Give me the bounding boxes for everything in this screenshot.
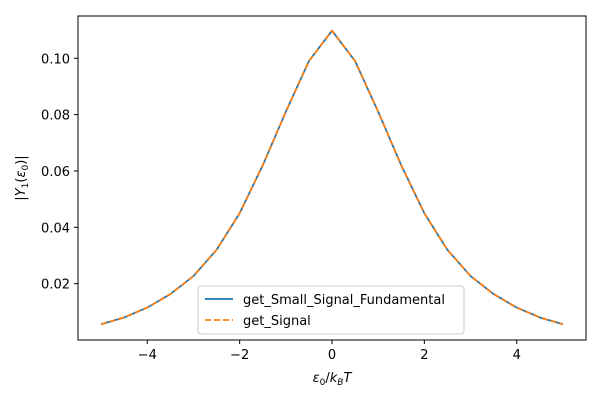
x-tick-label: 4 — [513, 348, 521, 363]
x-axis: −4 −2 0 2 4 — [138, 340, 521, 363]
legend: get_Small_Signal_Fundamental get_Signal — [197, 285, 465, 335]
legend-label-small-signal: get_Small_Signal_Fundamental — [243, 293, 445, 308]
legend-box — [197, 285, 465, 335]
y-tick-label: 0.02 — [41, 278, 70, 293]
y-tick-label: 0.10 — [41, 52, 70, 67]
plot-lines — [100, 29, 564, 326]
x-tick-label: 0 — [328, 348, 336, 363]
y-axis-label: |Y1(ε0)| — [14, 155, 31, 200]
legend-label-signal: get_Signal — [243, 314, 311, 329]
x-axis-label: ε0/kBT — [313, 371, 353, 388]
y-tick-label: 0.04 — [41, 221, 70, 236]
y-axis: 0.02 0.04 0.06 0.08 0.10 — [41, 52, 78, 293]
y-tick-label: 0.06 — [41, 165, 70, 180]
x-tick-label: −2 — [230, 348, 249, 363]
y-tick-label: 0.08 — [41, 109, 70, 124]
x-tick-label: −4 — [138, 348, 157, 363]
series-line-signal — [100, 29, 564, 326]
x-tick-label: 2 — [420, 348, 428, 363]
